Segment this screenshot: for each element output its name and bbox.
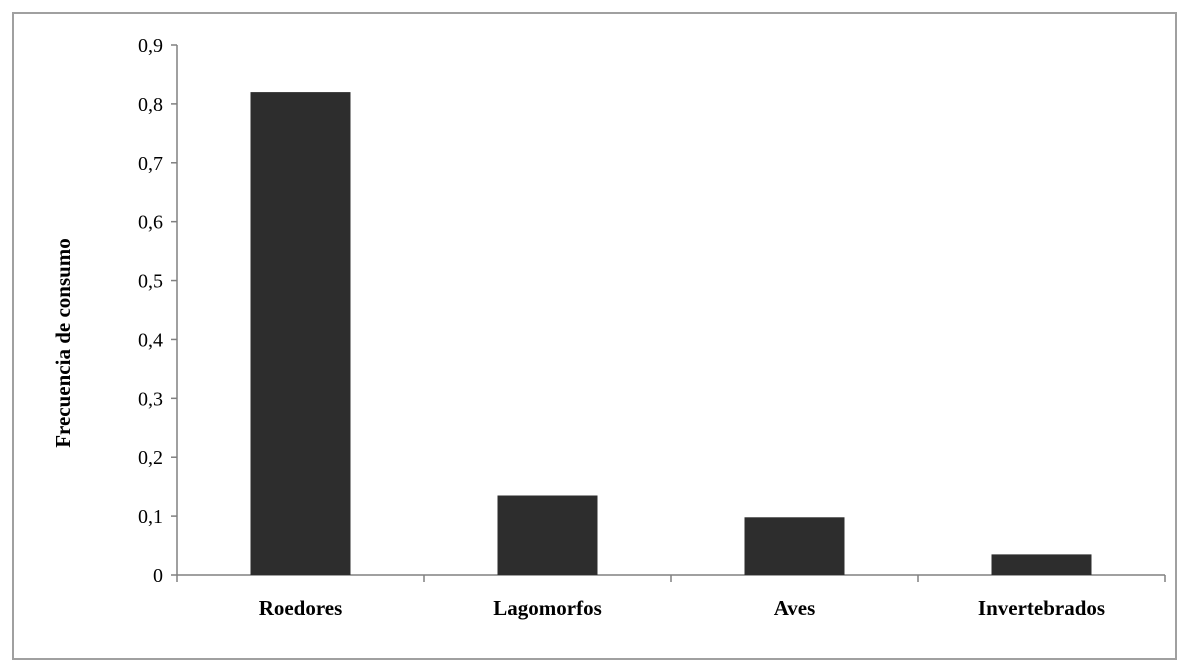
bar-roedores <box>250 92 351 575</box>
y-tick-label: 0 <box>153 565 163 587</box>
y-tick-label: 0,5 <box>138 271 163 293</box>
y-tick-label: 0,8 <box>138 94 163 116</box>
bar-lagomorfos <box>497 495 598 575</box>
y-tick-label: 0,9 <box>138 35 163 57</box>
x-tick-label: Invertebrados <box>978 596 1105 620</box>
y-tick-label: 0,2 <box>138 447 163 469</box>
plot-area: 0 0,1 0,2 0,3 0,4 0,5 0,6 0,7 0,8 0,9 Roedores Lago… <box>138 35 1166 620</box>
y-tick-label: 0,4 <box>138 329 163 351</box>
y-tick-label: 0,3 <box>138 388 163 410</box>
x-tick-label: Roedores <box>259 596 343 620</box>
y-tick-label: 0,1 <box>138 506 163 528</box>
y-axis-title: Frecuencia de consumo <box>51 238 75 448</box>
x-tick-label: Lagomorfos <box>493 596 602 620</box>
y-tick-label: 0,7 <box>138 153 163 175</box>
bar-invertebrados <box>991 554 1092 575</box>
bar-aves <box>744 517 845 575</box>
y-tick-label: 0,6 <box>138 212 163 234</box>
x-tick-label: Aves <box>774 596 816 620</box>
